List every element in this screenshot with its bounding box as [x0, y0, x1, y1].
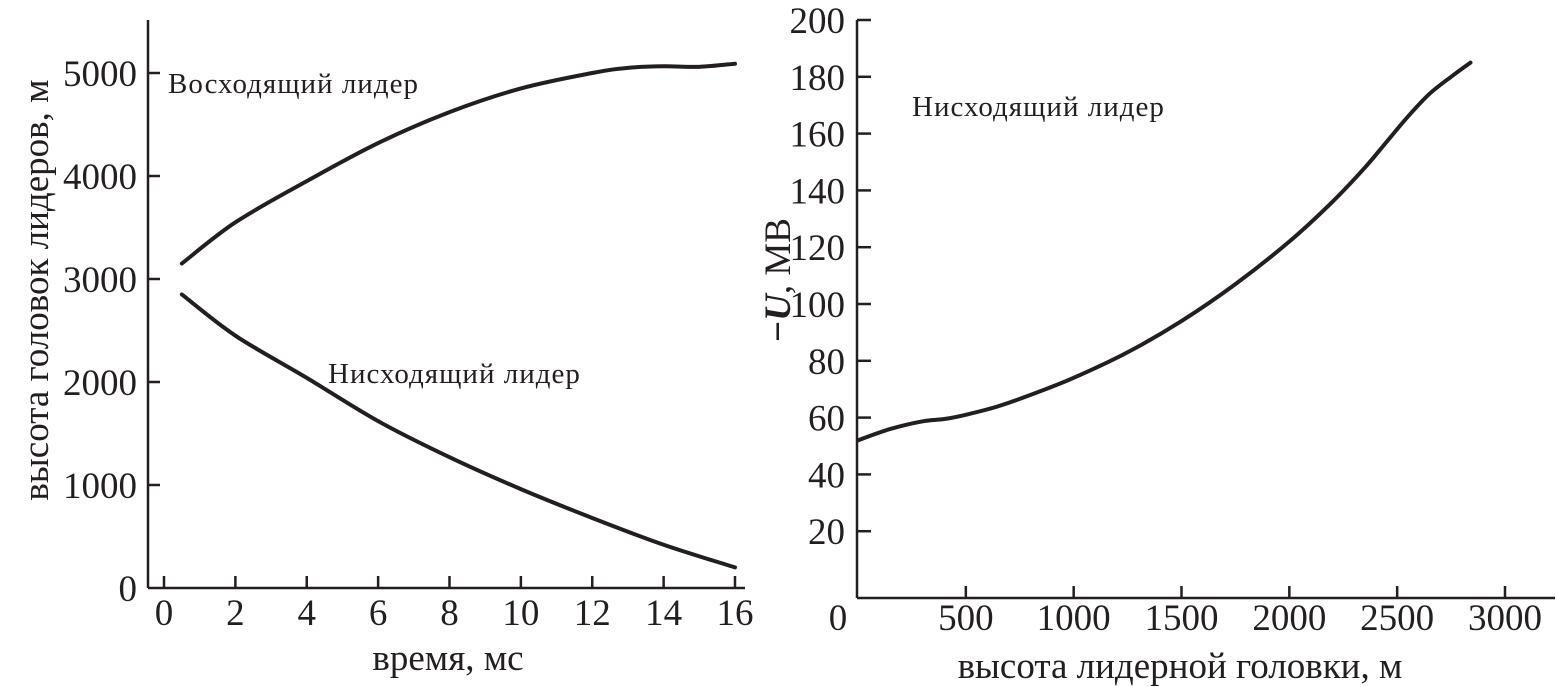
right-y-axis-title: −U, МВ: [758, 218, 799, 342]
left-y-tick-label: 3000: [63, 260, 137, 301]
left-x-tick-label: 12: [574, 593, 611, 634]
right-x-tick-label: 0: [829, 598, 848, 639]
series-ascending-leader: [179, 61, 737, 266]
left-chart-leader-heights: 0 2 4 6 8 10 12 14 16 0 1000 2000 3000 4000 5000 Восхо…: [16, 20, 754, 679]
y-title-minus: −: [758, 321, 799, 342]
right-x-tick-label: 1500: [1145, 598, 1219, 639]
left-x-tick-label: 2: [226, 593, 245, 634]
left-y-tick-label: 1000: [63, 466, 137, 507]
left-y-tick-label: 0: [119, 569, 138, 610]
left-y-tick-label: 5000: [63, 54, 137, 95]
left-x-tick-label: 16: [717, 593, 754, 634]
right-x-tick-label: 1000: [1037, 598, 1111, 639]
right-y-tick-label: 100: [790, 285, 846, 326]
left-x-tick-label: 0: [155, 593, 174, 634]
right-chart-voltage: 0 500 1000 1500 2000 2500 3000 20 40 60 80 100 120 14…: [758, 1, 1555, 687]
left-x-tick-label: 10: [502, 593, 539, 634]
right-y-tick-label: 200: [790, 1, 846, 42]
right-y-tick-label: 20: [808, 512, 845, 553]
left-y-tick-label: 4000: [63, 157, 137, 198]
left-x-tick-label: 8: [440, 593, 459, 634]
annotation-descending-leader-right: Нисходящий лидер: [912, 91, 1165, 123]
right-y-tick-label: 140: [790, 171, 846, 212]
y-title-unit: , МВ: [758, 218, 799, 294]
series-voltage-descending-leader: [856, 60, 1473, 443]
annotation-descending-leader: Нисходящий лидер: [328, 358, 581, 390]
left-x-tick-label: 4: [298, 593, 317, 634]
right-y-tick-label: 120: [790, 228, 846, 269]
series-descending-leader: [179, 292, 737, 570]
left-y-tick-label: 2000: [63, 363, 137, 404]
annotation-ascending-leader: Восходящий лидер: [168, 68, 419, 100]
right-y-tick-label: 160: [790, 115, 846, 156]
right-y-tick-label: 180: [790, 58, 846, 99]
left-x-tick-label: 6: [369, 593, 388, 634]
right-x-tick-label: 2500: [1360, 598, 1434, 639]
right-x-tick-label: 3000: [1468, 598, 1542, 639]
right-y-tick-label: 80: [808, 342, 845, 383]
right-x-axis-title: высота лидерной головки, м: [958, 646, 1403, 687]
left-x-axis-title: время, мс: [372, 638, 523, 679]
right-y-tick-label: 60: [808, 399, 845, 440]
right-x-tick-label: 2000: [1252, 598, 1326, 639]
y-title-u: U: [758, 292, 799, 321]
left-x-tick-label: 14: [645, 593, 682, 634]
right-y-tick-label: 40: [808, 455, 845, 496]
left-y-axis-title: высота головок лидеров, м: [16, 79, 57, 500]
right-x-tick-label: 500: [938, 598, 994, 639]
